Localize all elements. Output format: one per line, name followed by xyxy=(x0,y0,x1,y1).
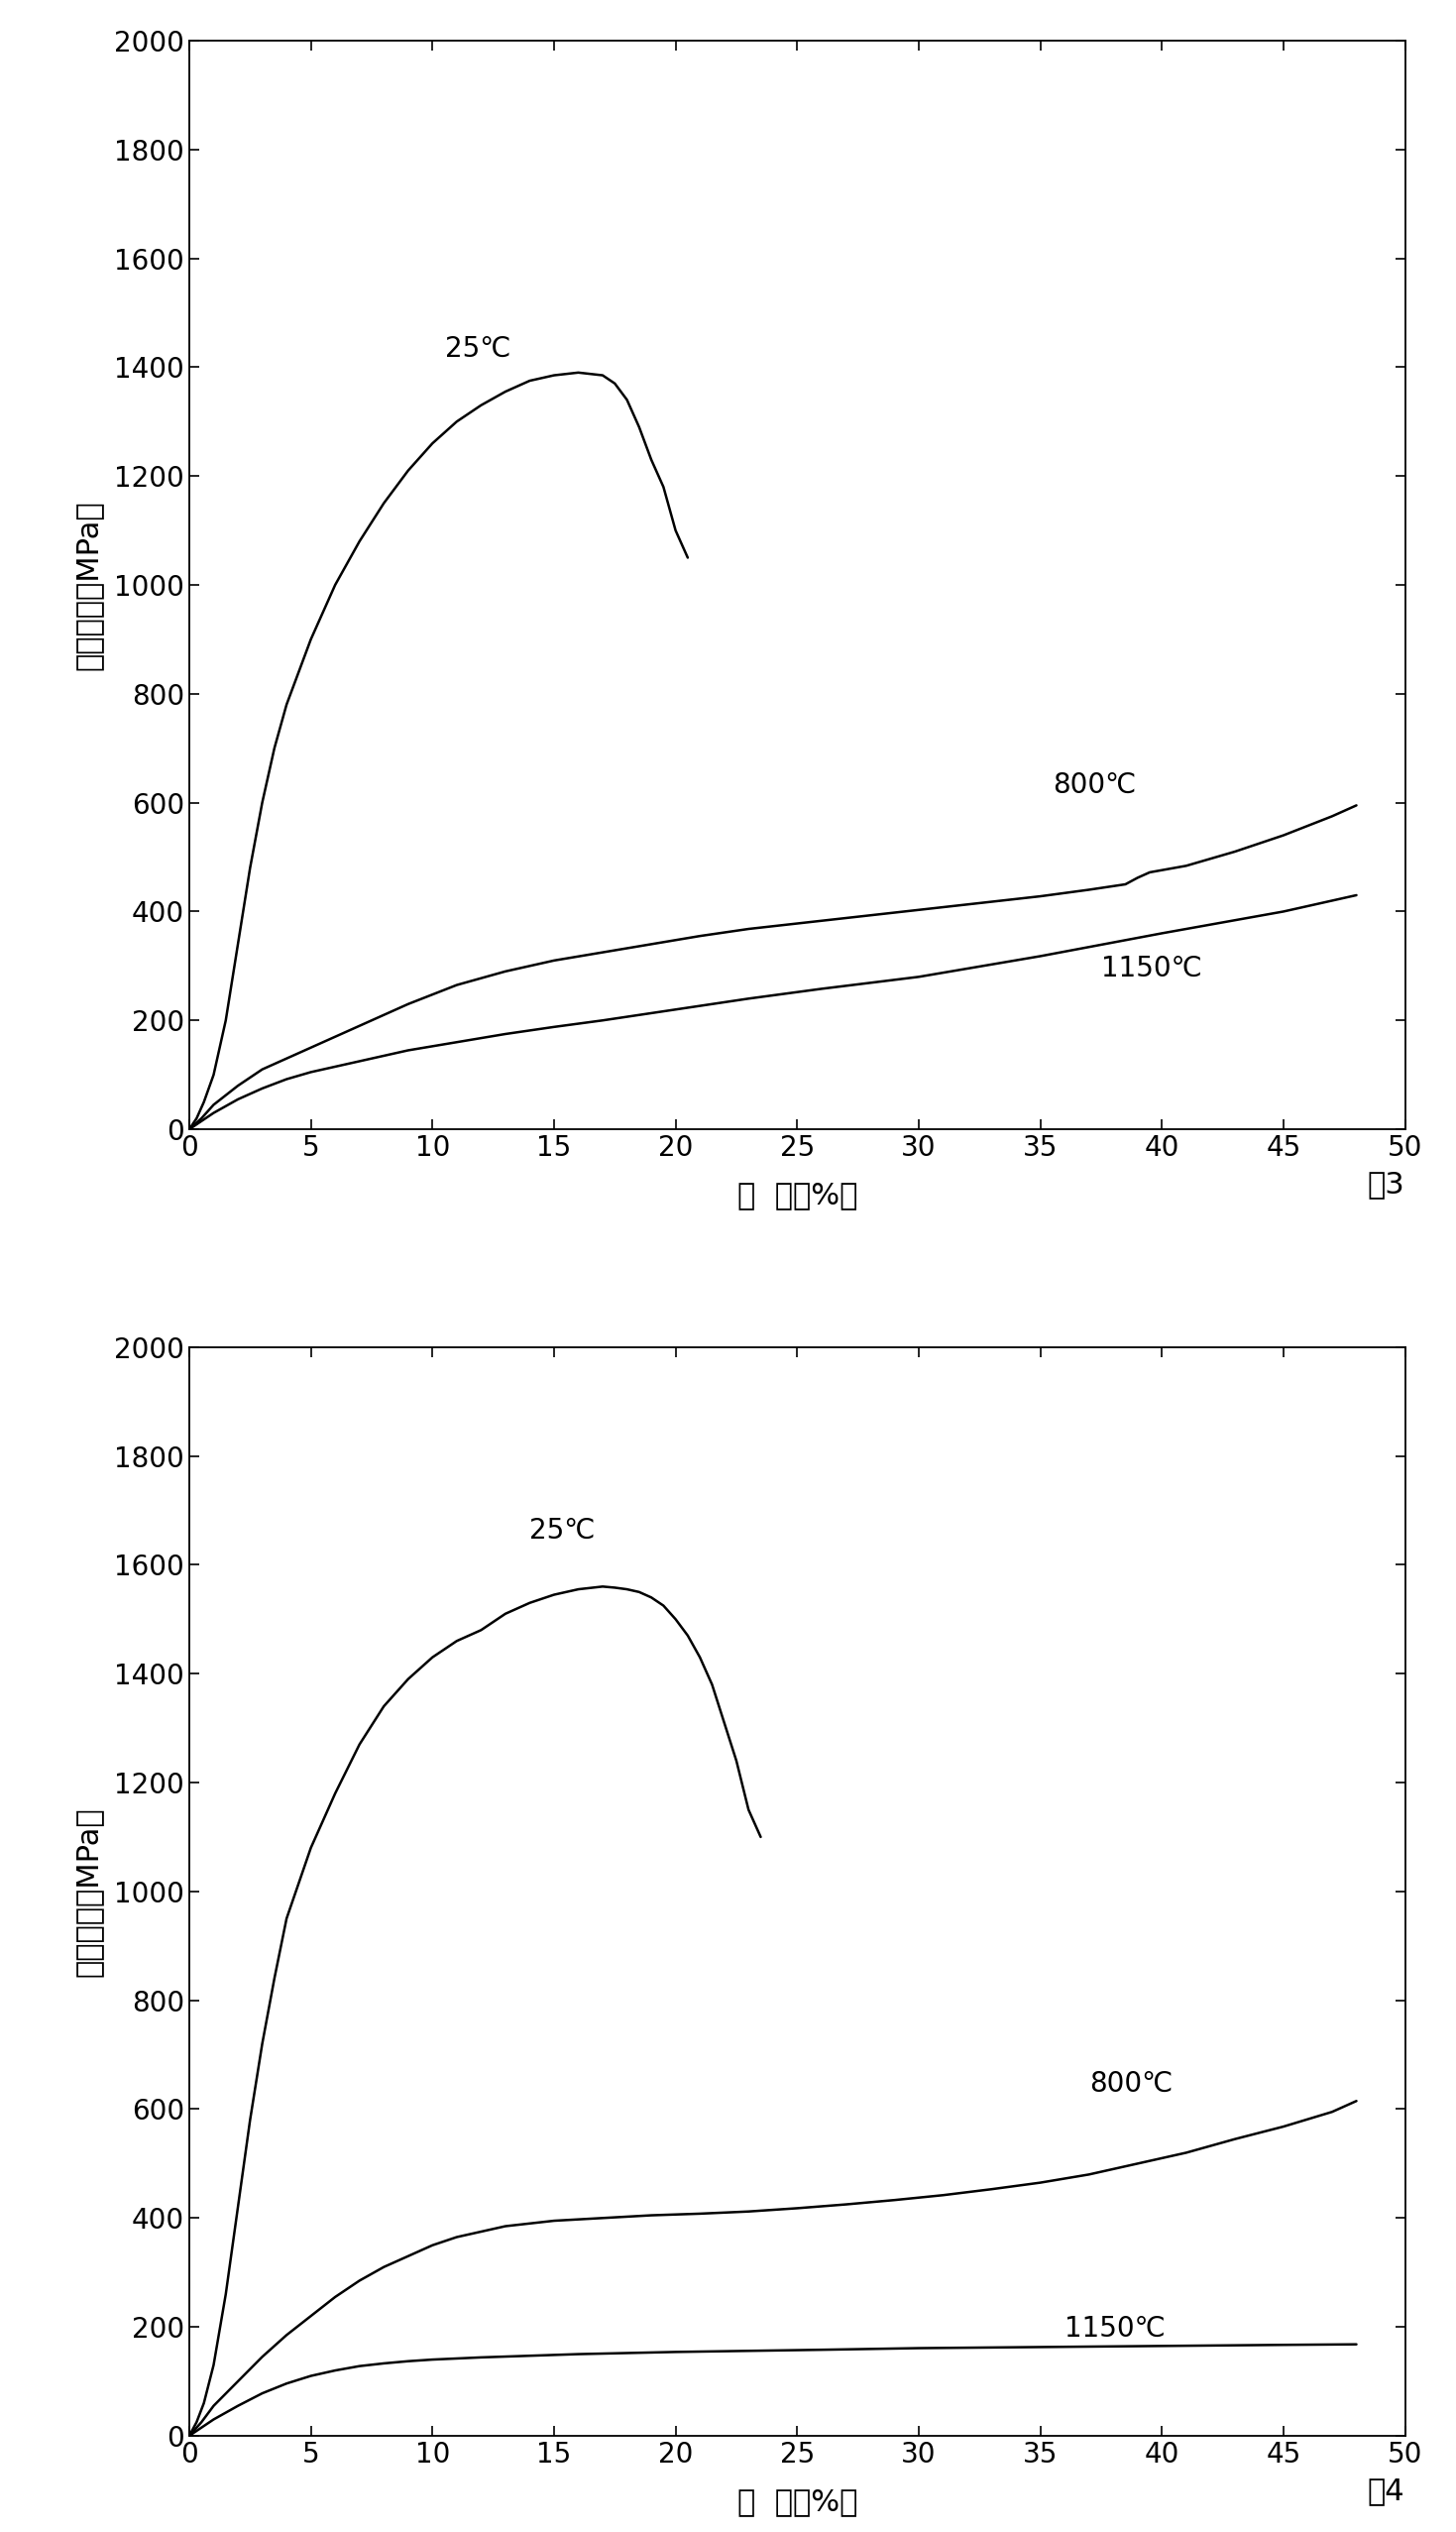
Text: 25℃: 25℃ xyxy=(530,1517,596,1545)
Text: 800℃: 800℃ xyxy=(1053,772,1136,798)
X-axis label: 应  变（%）: 应 变（%） xyxy=(737,1180,858,1210)
Y-axis label: 屈服强度（MPa）: 屈服强度（MPa） xyxy=(74,499,103,671)
Text: 1150℃: 1150℃ xyxy=(1101,955,1203,982)
Text: 25℃: 25℃ xyxy=(444,334,511,362)
Text: 1150℃: 1150℃ xyxy=(1064,2314,1165,2342)
Text: 图4: 图4 xyxy=(1367,2476,1405,2504)
Y-axis label: 屈服强度（MPa）: 屈服强度（MPa） xyxy=(74,1805,103,1977)
Text: 图3: 图3 xyxy=(1367,1170,1405,1198)
Text: 800℃: 800℃ xyxy=(1089,2071,1172,2096)
X-axis label: 应  变（%）: 应 变（%） xyxy=(737,2486,858,2517)
